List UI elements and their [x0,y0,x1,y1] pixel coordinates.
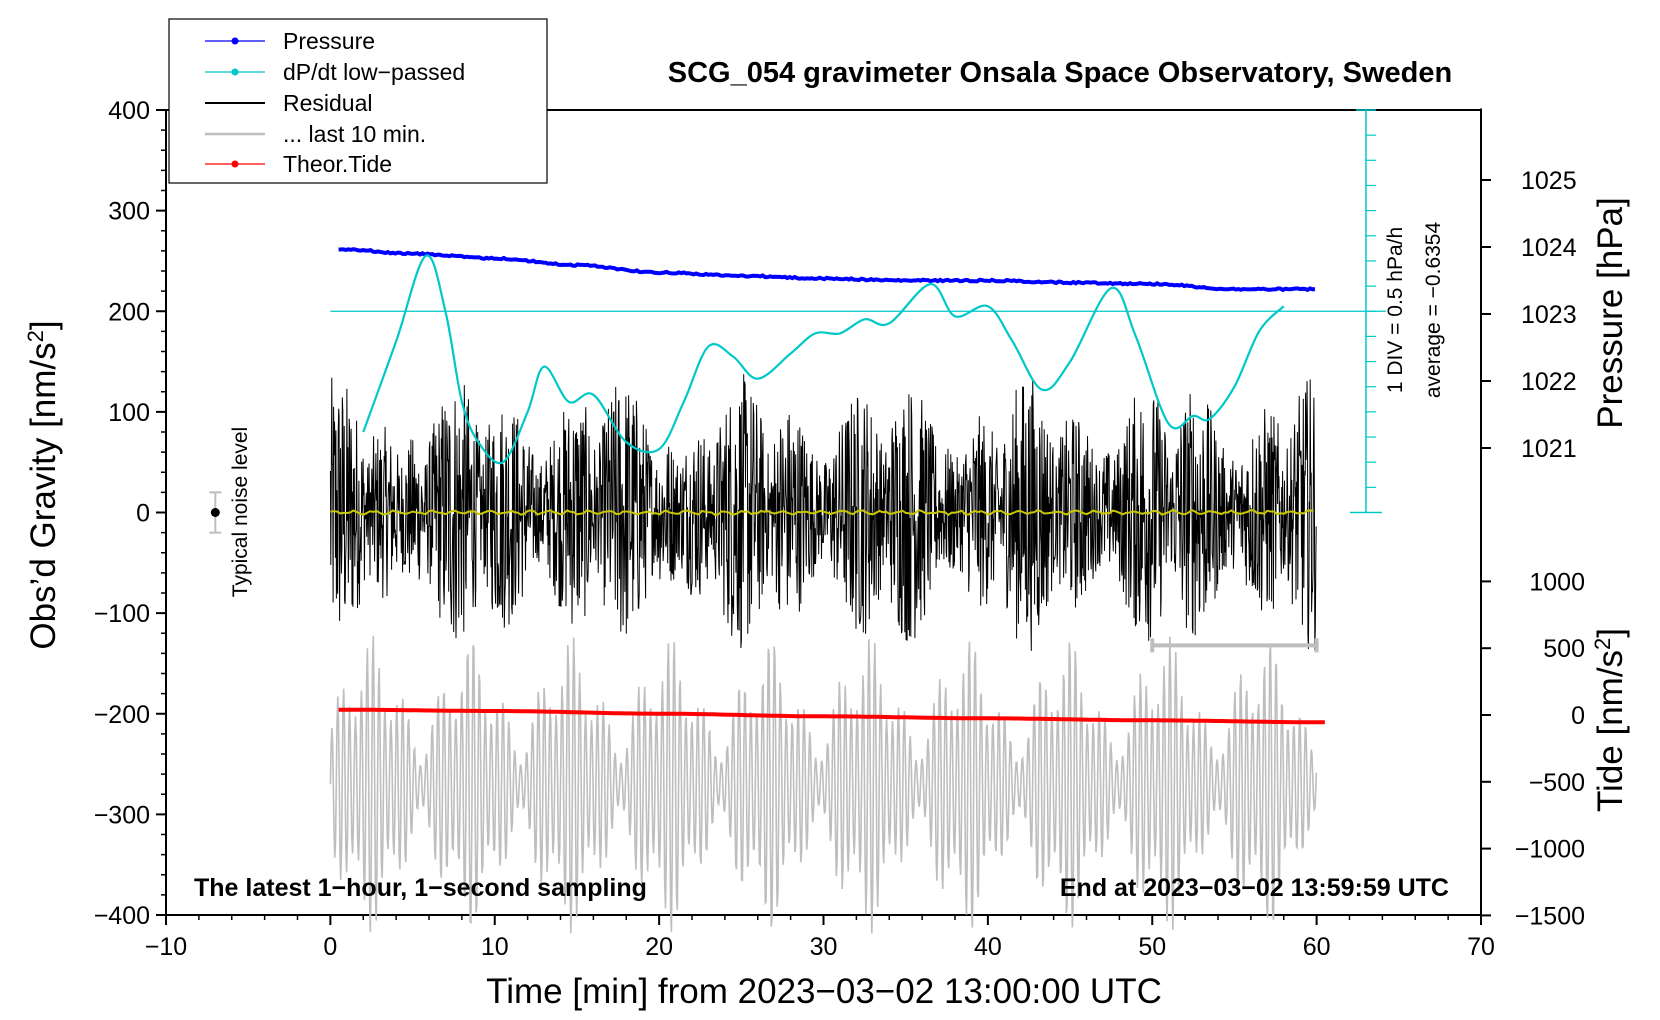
dpdt-series [362,254,1285,465]
tide-tick-label: −500 [1529,769,1585,797]
dpdt-reference-scale [330,109,1386,514]
chart-title: SCG_054 gravimeter Onsala Space Observat… [668,57,1452,89]
legend: Pressure dP/dt low−passed Residual ... l… [168,18,548,184]
y-tick-label: 300 [108,198,150,226]
legend-entry-residual: Residual [205,90,373,116]
tide-tick-label: 1000 [1529,568,1585,596]
residual-smoothed-line [330,508,1314,517]
pressure-series [338,247,1316,293]
bottom-left-note: The latest 1−hour, 1−second sampling [194,874,647,902]
tide-axis-title: Tide [nm/s2] [1590,628,1631,812]
y-axis-title: Obs’d Gravity [nm/s2] [23,320,64,649]
pressure-tick-label: 1022 [1521,368,1577,396]
noise-level-label: Typical noise level [229,427,252,597]
x-tick-label: 50 [1138,933,1166,961]
pressure-tick-label: 1021 [1521,435,1577,463]
y-tick-label: 200 [108,298,150,326]
legend-entry-pressure: Pressure [205,28,375,54]
x-tick-label: −10 [145,933,187,961]
dpdt-line [362,254,1285,465]
x-tick-label: 10 [481,933,509,961]
x-tick-label: 0 [323,933,337,961]
x-tick-label: 60 [1303,933,1331,961]
noise-level-bar [209,491,222,534]
legend-label-last10: ... last 10 min. [283,121,426,147]
theoretical-tide-series [338,707,1325,725]
pressure-axis-title: Pressure [hPa] [1591,197,1630,429]
y-tick-label: −100 [94,600,150,628]
residual-smoothed-series [330,508,1314,517]
pressure-tick-label: 1025 [1521,167,1577,195]
legend-entry-last10: ... last 10 min. [205,121,426,147]
pressure-tick-label: 1024 [1521,234,1577,262]
legend-entry-tide: Theor.Tide [205,151,392,177]
residual-series [329,374,1317,651]
x-tick-label: 40 [974,933,1002,961]
x-tick-label: 20 [645,933,673,961]
y-tick-label: −200 [94,701,150,729]
bottom-right-note: End at 2023−03−02 13:59:59 UTC [1060,874,1449,902]
y-tick-label: 100 [108,399,150,427]
tide-tick-label: 500 [1543,635,1585,663]
legend-box [168,18,548,184]
tide-tick-label: −1000 [1515,836,1585,864]
legend-label-pressure: Pressure [283,28,375,54]
tide-tick-label: 0 [1571,702,1585,730]
tide-tick-label: −1500 [1515,902,1585,930]
legend-label-tide: Theor.Tide [283,151,392,177]
legend-label-residual: Residual [283,90,373,116]
tide-line [338,707,1325,725]
y-tick-label: −400 [94,902,150,930]
legend-entry-dpdt: dP/dt low−passed [205,59,465,85]
x-tick-label: 30 [810,933,838,961]
last-10-min-window [1150,638,1319,653]
axes: −10 0 10 20 30 40 50 60 704003002001000−100−200−… [94,97,1585,961]
noise-bar-dot [210,508,220,517]
residual-line [329,374,1317,651]
y-tick-label: 0 [136,500,150,528]
y-tick-label: −300 [94,801,150,829]
pressure-line [338,247,1316,293]
average-label: average = −0.6354 [1422,222,1445,399]
y-tick-label: 400 [108,97,150,125]
x-tick-label: 70 [1467,933,1495,961]
x-axis-title: Time [min] from 2023−03−02 13:00:00 UTC [486,972,1162,1011]
last-10-min-series [329,635,1318,934]
legend-label-dpdt: dP/dt low−passed [283,59,465,85]
last-10-min-line [329,635,1318,934]
pressure-tick-label: 1023 [1521,301,1577,329]
div-label: 1 DIV = 0.5 hPa/h [1384,227,1407,393]
